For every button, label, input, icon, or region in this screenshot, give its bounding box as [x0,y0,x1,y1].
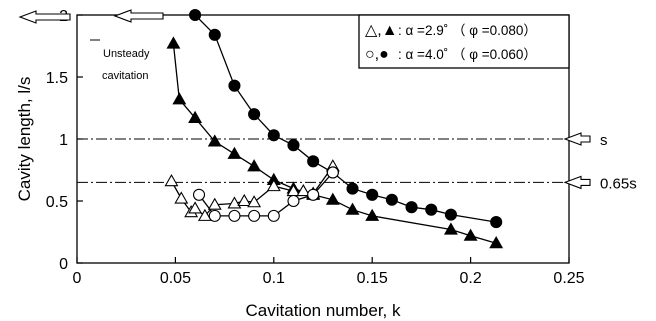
data-point-triangle [227,146,242,159]
unsteady-annotation: Unsteady cavitation [102,48,150,82]
legend: △,▲ : α =2.9˚ （ φ =0.080） ○,● : α =4.0˚ … [358,14,570,69]
data-point-circle [287,139,300,152]
unsteady-arrow [113,9,164,23]
data-point-triangle [325,192,340,205]
data-point-circle [248,209,261,222]
data-point-triangle [207,197,222,210]
data-point-triangle [489,236,504,249]
data-point-circle [267,129,280,142]
x-tick-label: 0.25 [553,270,584,287]
data-point-triangle [164,174,179,187]
data-point-triangle [197,208,212,221]
y-axis-label: Cavity length, l/s [15,77,34,202]
y-tick-label: 1 [59,132,68,149]
x-axis-label: Cavitation number, k [246,301,401,320]
reference-label: 0.65s [600,175,637,192]
series-markers: s 0.65s [18,8,637,249]
data-point-circle [192,188,206,201]
unsteady-arrow [18,10,71,24]
data-point-triangle [345,202,360,215]
data-point-circle [326,166,339,179]
data-point-circle [248,108,261,121]
data-point-circle [444,208,457,221]
data-point-circle [228,79,241,92]
data-point-circle [405,201,418,214]
data-point-circle [307,155,320,168]
data-point-triangle [166,36,181,49]
data-point-triangle [463,228,478,241]
data-point-circle [490,216,503,229]
reference-arrow [563,175,591,190]
data-point-triangle [443,222,458,235]
data-point-circle [267,209,280,222]
data-point-triangle [207,134,222,147]
data-point-circle [425,203,438,216]
x-tick-label: 0.05 [160,270,191,287]
data-point-triangle [266,179,281,192]
data-point-triangle [296,183,311,197]
x-tick-label: 0.1 [263,270,285,287]
annotation-line-2: cavitation [102,70,148,82]
reference-lines [77,138,569,183]
x-tick-label: 0 [73,270,82,287]
data-point-circle [287,194,300,208]
legend-text-1: : α =2.9˚ （ φ =0.080） [398,23,537,38]
legend-box [358,14,570,69]
reference-label: s [600,132,608,149]
reference-arrow [563,132,591,146]
y-tick-label: 0.5 [46,194,68,211]
x-tick-label: 0.2 [459,270,481,287]
data-point-triangle [227,196,242,209]
legend-text-2: : α =4.0˚ （ φ =0.060） [398,47,537,62]
data-point-triangle [237,193,252,207]
data-point-triangle [188,201,203,214]
legend-symbols-1: △,▲ [365,22,398,39]
y-tick-label: 0 [59,256,68,273]
x-tick-label: 0.15 [357,270,388,287]
annotation-line-1: Unsteady [103,48,150,60]
data-point-circle [366,188,379,201]
data-point-triangle [247,195,262,208]
legend-symbols-2: ○,● [365,46,389,63]
data-point-triangle [247,159,262,172]
data-point-circle [307,188,320,201]
data-point-circle [208,28,221,41]
y-tick-label: 1.5 [46,70,68,87]
data-point-circle [208,209,221,222]
data-point-triangle [172,92,187,105]
data-point-circle [189,8,202,22]
data-point-circle [385,193,398,206]
data-point-circle [228,209,241,222]
data-point-triangle [188,110,203,123]
data-point-circle [346,182,359,195]
data-point-triangle [174,191,189,204]
data-point-triangle [365,208,380,221]
